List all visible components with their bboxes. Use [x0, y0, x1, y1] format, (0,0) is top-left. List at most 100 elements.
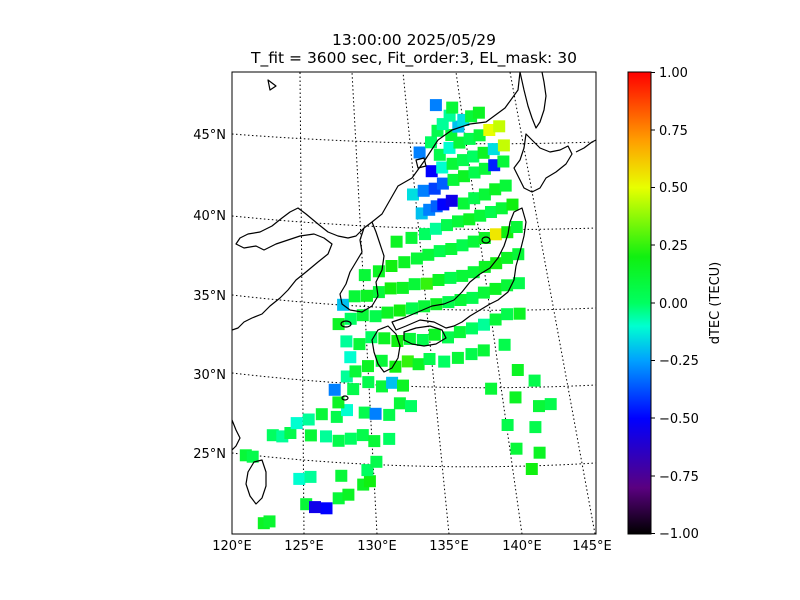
- lon-tick-label: 130°E: [357, 539, 397, 554]
- dtec-pixel: [406, 302, 418, 315]
- dtec-pixel: [419, 228, 431, 241]
- gridline-lat-30: [232, 372, 596, 389]
- dtec-pixel: [304, 429, 317, 442]
- dtec-pixel: [478, 188, 491, 201]
- dtec-pixel: [443, 141, 456, 154]
- dtec-pixel: [501, 308, 514, 321]
- dtec-pixel: [348, 290, 361, 303]
- dtec-pixel: [458, 170, 470, 183]
- gridline-lon-140: [455, 72, 523, 534]
- gridline-lat-40: [232, 215, 596, 230]
- dtec-pixel: [413, 146, 426, 159]
- dtec-pixel: [405, 400, 417, 413]
- dtec-pixel: [509, 391, 522, 404]
- dtec-pixel: [422, 248, 435, 261]
- coastline-sado: [481, 236, 491, 244]
- dtec-pixel: [457, 154, 469, 167]
- dtec-pixel: [487, 143, 500, 156]
- coastline-ryukyu: [341, 395, 349, 401]
- dtec-pixel: [363, 475, 376, 488]
- lon-tick-label: 145°E: [572, 539, 612, 554]
- dtec-pixel: [467, 235, 480, 248]
- map-frame: [231, 71, 597, 535]
- dtec-pixel: [418, 300, 431, 313]
- dtec-pixel: [529, 421, 542, 434]
- dtec-pixel: [501, 419, 514, 431]
- dtec-pixel: [544, 398, 557, 411]
- dtec-pixel: [320, 430, 332, 443]
- dtec-pixel: [405, 231, 418, 244]
- map-title-params: T_fit = 3600 sec, Fit_order:3, EL_mask: …: [251, 49, 577, 67]
- dtec-pixel: [369, 407, 382, 420]
- dtec-pixel: [370, 455, 383, 468]
- dtec-pixel: [433, 245, 446, 258]
- gridline-lat-35: [232, 294, 596, 311]
- coastline-honshu: [391, 207, 527, 331]
- dtec-pixel: [332, 318, 345, 331]
- dtec-pixel: [362, 360, 374, 373]
- coastline-hokkaido: [513, 133, 573, 193]
- dtec-pixel: [477, 286, 490, 299]
- coastline-mainland: [232, 72, 521, 331]
- dtec-pixel: [511, 364, 524, 376]
- dtec-pixel: [393, 397, 406, 410]
- dtec-pixel: [398, 256, 411, 269]
- dtec-pixel: [362, 376, 375, 389]
- dtec-pixel: [457, 197, 470, 210]
- dtec-pixel: [525, 463, 538, 475]
- colorbar-tick-label: −0.50: [659, 412, 699, 427]
- dtec-pixel: [495, 202, 508, 215]
- coastlines: [232, 72, 596, 505]
- dtec-pixel: [353, 338, 366, 351]
- dtec-pixel: [391, 335, 404, 347]
- dtec-pixel: [401, 355, 414, 368]
- dtec-pixel: [320, 502, 333, 515]
- dtec-pixel: [533, 400, 545, 413]
- dtec-pixel: [425, 136, 437, 149]
- dtec-pixel: [356, 429, 369, 442]
- dtec-pixel: [446, 101, 459, 114]
- dtec-pixel: [386, 376, 399, 389]
- dtec-pixel: [446, 157, 459, 170]
- dtec-pixel: [436, 161, 449, 174]
- dtec-pixel: [309, 501, 321, 514]
- longitude-tick-labels: 120°E 125°E 130°E 135°E 140°E 145°E: [212, 539, 612, 554]
- lon-tick-label: 120°E: [212, 539, 252, 554]
- dtec-pixel: [472, 106, 485, 119]
- lon-tick-label: 140°E: [502, 539, 542, 554]
- dtec-pixel: [417, 184, 430, 197]
- dtec-pixel: [483, 124, 496, 136]
- dtec-pixel: [445, 194, 458, 207]
- colorbar-tick-label: −0.25: [659, 354, 699, 369]
- dtec-pixel: [358, 406, 371, 419]
- dtec-pixel: [473, 129, 486, 142]
- dtec-pixel: [412, 358, 425, 371]
- dtec-pixel: [490, 257, 503, 270]
- dtec-pixel: [442, 331, 454, 344]
- dtec-pixel: [463, 132, 476, 145]
- dtec-pixel: [485, 206, 497, 218]
- dtec-pixel: [445, 243, 458, 255]
- dtec-pixel: [368, 435, 381, 448]
- dtec-pixel: [510, 221, 523, 233]
- coastline-korea: [339, 221, 385, 313]
- dtec-pixel: [410, 252, 423, 265]
- dtec-pixel: [533, 446, 546, 459]
- dtec-pixel: [501, 251, 514, 264]
- dtec-pixel: [493, 120, 506, 133]
- dtec-pixel: [347, 383, 360, 396]
- colorbar-gradient: [627, 71, 652, 535]
- dtec-pixel: [384, 282, 397, 295]
- dtec-pixel: [390, 235, 403, 248]
- dtec-pixel: [497, 139, 510, 152]
- dtec-pixel: [501, 279, 514, 292]
- dtec-pixel: [429, 99, 442, 112]
- dtec-pixel: [383, 432, 396, 445]
- coastline-shikoku: [403, 325, 447, 347]
- dtec-pixel: [454, 294, 467, 306]
- dtec-pixel: [330, 410, 343, 423]
- dtec-pixel: [430, 298, 443, 311]
- dtec-pixel: [498, 338, 511, 351]
- dtec-pixel: [361, 289, 373, 302]
- dtec-pixel: [358, 269, 371, 282]
